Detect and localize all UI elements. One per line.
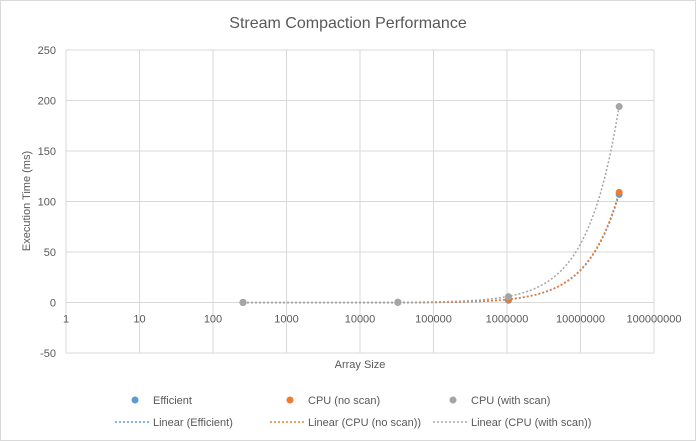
data-point — [615, 103, 623, 111]
y-tick-label: 100 — [38, 197, 56, 209]
legend: Efficient Linear (Efficient) CPU (no scan)… — [115, 395, 591, 429]
x-tick-label: 100 — [204, 314, 222, 326]
legend-label: CPU (with scan) — [471, 395, 550, 407]
y-tick-label: 0 — [50, 298, 56, 310]
legend-marker — [449, 396, 457, 404]
chart-title: Stream Compaction Performance — [229, 15, 467, 32]
legend-trend-label: Linear (CPU (no scan)) — [308, 417, 421, 429]
legend-trend-label: Linear (Efficient) — [153, 417, 233, 429]
legend-label: CPU (no scan) — [308, 395, 380, 407]
data-point — [615, 188, 623, 196]
legend-marker — [131, 396, 139, 404]
legend-label: Efficient — [153, 395, 192, 407]
x-tick-label: 10000 — [345, 314, 376, 326]
y-tick-label: 50 — [44, 247, 56, 259]
tick-labels: -50 0 50 100 150 200 250 1 10 100 1000 10000 100000 1… — [38, 45, 682, 360]
x-tick-label: 1000 — [274, 314, 298, 326]
trendlines — [243, 106, 620, 304]
y-tick-label: 150 — [38, 146, 56, 158]
x-tick-label: 100000 — [415, 314, 452, 326]
x-tick-label: 10 — [133, 314, 145, 326]
gridlines — [65, 49, 655, 354]
x-tick-label: 1000000 — [486, 314, 529, 326]
legend-marker — [286, 396, 294, 404]
data-point — [394, 298, 402, 306]
trendline — [243, 106, 620, 304]
y-tick-label: 200 — [38, 96, 56, 108]
y-tick-label: -50 — [40, 348, 56, 360]
data-point — [239, 298, 247, 306]
data-point — [505, 293, 513, 301]
data-points — [239, 103, 623, 306]
y-axis-title: Execution Time (ms) — [21, 151, 33, 251]
x-tick-label: 1 — [63, 314, 69, 326]
x-axis-title: Array Size — [335, 359, 386, 371]
x-tick-label: 100000000 — [626, 314, 681, 326]
legend-trend-label: Linear (CPU (with scan)) — [471, 417, 591, 429]
x-tick-label: 10000000 — [556, 314, 605, 326]
y-tick-label: 250 — [38, 45, 56, 57]
